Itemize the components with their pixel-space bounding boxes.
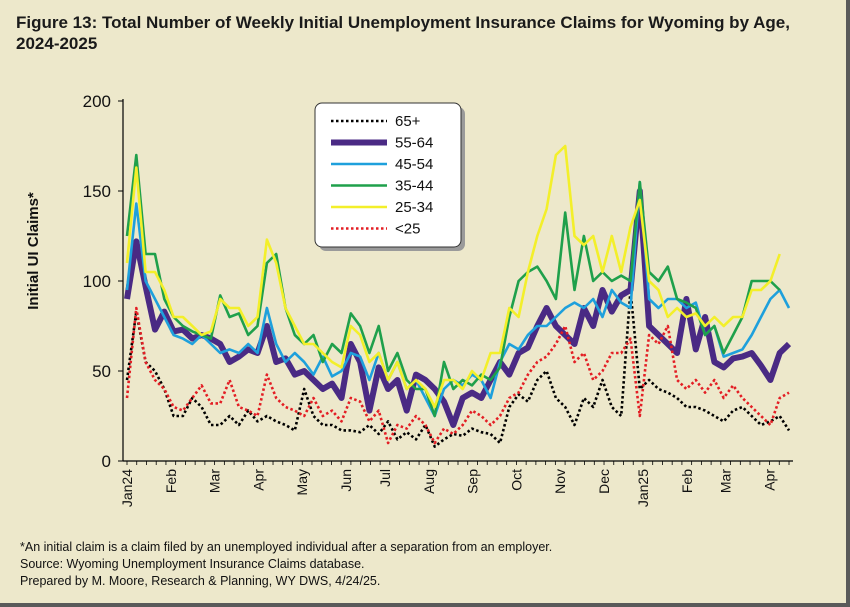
footnote-definition: *An initial claim is a claim filed by an… xyxy=(20,540,553,554)
chart-axes: 0 50 100 150 200 Jan24 Feb Mar Apr May Jun Jul Aug Se… xyxy=(25,92,793,507)
figure-title: Figure 13: Total Number of Weekly Initia… xyxy=(16,13,790,53)
legend-label: 45-54 xyxy=(395,156,433,173)
x-tick-label: Feb xyxy=(679,469,695,493)
footnote-prepared-by: Prepared by M. Moore, Research & Plannin… xyxy=(20,574,381,588)
series-line-55-64 xyxy=(124,188,792,428)
x-tick-label: Jul xyxy=(377,469,393,487)
x-tick-label: Mar xyxy=(718,469,734,493)
legend-label: 55-64 xyxy=(395,135,433,152)
legend-label: 65+ xyxy=(395,113,421,130)
x-tick-label: Dec xyxy=(596,469,612,494)
y-tick-label: 200 xyxy=(83,92,111,111)
chart-series xyxy=(124,144,792,448)
footnote-source: Source: Wyoming Unemployment Insurance C… xyxy=(20,557,365,571)
x-tick-label: Feb xyxy=(163,469,179,493)
y-tick-label: 150 xyxy=(83,182,111,201)
x-tick-label: Mar xyxy=(207,469,223,493)
chart-legend: 65+ 55-64 45-54 35-44 25-34 <25 xyxy=(314,102,465,251)
series-line-65 xyxy=(125,288,791,448)
y-axis-label: Initial UI Claims* xyxy=(25,192,42,310)
legend-box xyxy=(314,102,462,248)
y-tick-label: 0 xyxy=(102,452,111,471)
x-tick-label: Oct xyxy=(508,469,524,491)
x-tick-label: Apr xyxy=(250,469,266,491)
x-tick-label: Sep xyxy=(465,469,481,494)
series-line-35-44 xyxy=(125,153,781,418)
x-tick-label: Jan24 xyxy=(119,469,135,507)
x-tick-label: Jun xyxy=(338,469,354,492)
legend-label: 35-44 xyxy=(395,178,433,195)
series-line-25-34 xyxy=(125,144,781,409)
x-tick-label: May xyxy=(294,469,310,495)
y-tick-label: 50 xyxy=(92,362,111,381)
x-tick-label: Aug xyxy=(421,469,437,494)
x-tick-label: Apr xyxy=(762,469,778,491)
y-tick-label: 100 xyxy=(83,272,111,291)
x-tick-label: Nov xyxy=(552,469,568,494)
x-tick-label: Jan25 xyxy=(635,469,651,507)
legend-label: <25 xyxy=(395,221,420,238)
series-line-25 xyxy=(125,306,790,445)
legend-label: 25-34 xyxy=(395,199,433,216)
